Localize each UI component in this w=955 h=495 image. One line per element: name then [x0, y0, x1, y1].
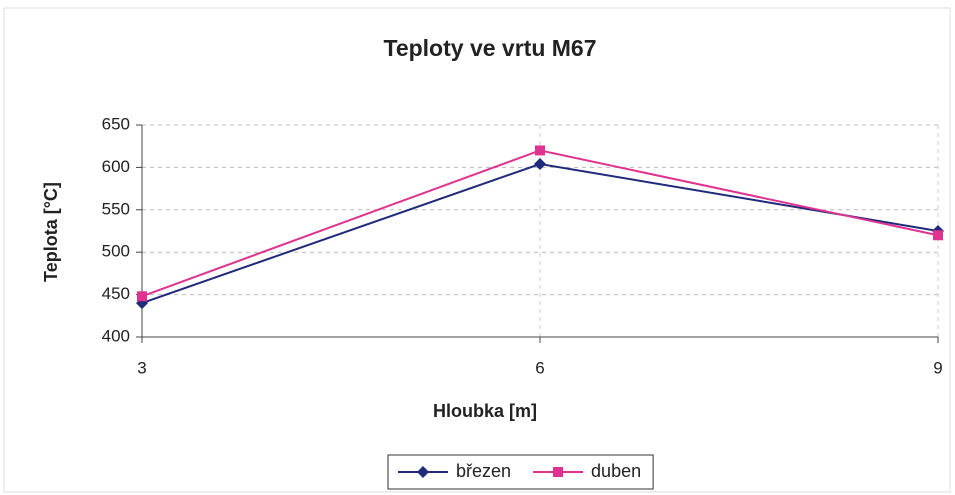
- x-tick-label: 9: [933, 358, 942, 377]
- y-tick-label: 550: [102, 199, 130, 218]
- marker: [535, 145, 545, 156]
- y-tick-label: 650: [102, 114, 130, 133]
- marker: [553, 467, 564, 477]
- chart-border: [3, 7, 951, 493]
- marker: [534, 158, 546, 171]
- y-tick-label: 500: [102, 242, 130, 261]
- legend-label: březen: [456, 461, 511, 481]
- legend: březen duben: [387, 454, 654, 490]
- y-axis-label: Teplota [°C]: [41, 182, 61, 282]
- marker: [137, 291, 147, 302]
- y-tick-label: 400: [102, 326, 130, 345]
- x-tick-label: 3: [137, 358, 146, 377]
- y-tick-label: 600: [102, 157, 130, 176]
- x-axis-label: Hloubka [m]: [433, 401, 537, 421]
- legend-label: duben: [591, 461, 641, 481]
- y-tick-label: 450: [102, 284, 130, 303]
- marker: [417, 466, 429, 478]
- x-tick-label: 6: [535, 358, 544, 377]
- chart-title: Teploty ve vrtu M67: [383, 35, 596, 61]
- marker: [933, 230, 943, 241]
